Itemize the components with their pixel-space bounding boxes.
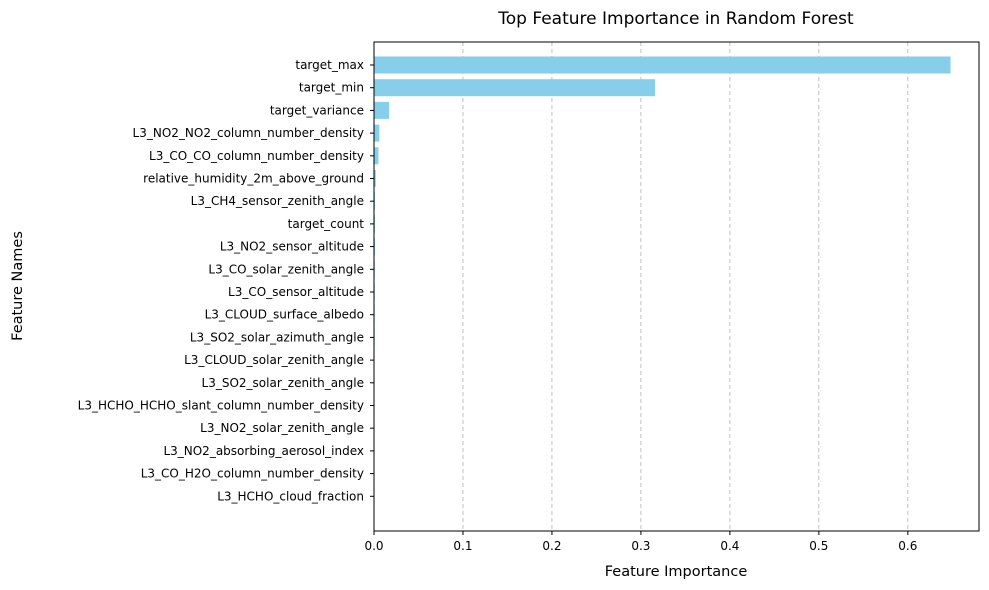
y-tick-label: L3_NO2_solar_zenith_angle [200,421,364,435]
y-tick-label: target_variance [270,103,364,117]
x-tick-label: 0.0 [364,539,383,553]
y-tick-label: L3_CLOUD_surface_albedo [205,308,364,322]
y-tick-label: L3_HCHO_HCHO_slant_column_number_density [78,399,364,413]
bar [374,147,379,165]
y-tick-label: L3_CO_CO_column_number_density [149,149,364,163]
x-axis-ticks: 0.0 0.1 0.2 0.3 0.4 0.5 0.6 [364,531,917,553]
y-tick-label: L3_SO2_solar_zenith_angle [202,376,364,390]
x-tick-label: 0.5 [809,539,828,553]
y-axis-ticks: target_max target_min target_variance L3_NO… [78,58,374,503]
y-tick-label: L3_CH4_sensor_zenith_angle [191,194,364,208]
bar [374,170,376,187]
x-tick-label: 0.4 [720,539,739,553]
plot-frame [373,41,980,532]
bar [374,56,951,74]
bars [374,56,951,505]
chart-title: Top Feature Importance in Random Forest [497,9,854,29]
y-tick-label: target_max [295,58,364,72]
y-tick-label: L3_NO2_absorbing_aerosol_index [163,444,364,458]
bar [374,124,380,142]
y-axis-label: Feature Names [10,231,26,341]
x-tick-label: 0.6 [898,539,917,553]
bar [374,101,390,119]
y-tick-label: L3_NO2_sensor_altitude [220,240,364,254]
y-tick-label: L3_SO2_solar_azimuth_angle [190,330,364,344]
y-tick-label: relative_humidity_2m_above_ground [143,172,364,186]
y-tick-label: L3_CO_solar_zenith_angle [208,262,364,276]
y-tick-label: L3_CO_sensor_altitude [228,285,364,299]
x-tick-label: 0.3 [631,539,650,553]
y-tick-label: L3_NO2_NO2_column_number_density [133,126,364,140]
x-tick-label: 0.1 [453,539,472,553]
x-tick-label: 0.2 [542,539,561,553]
y-tick-label: L3_CO_H2O_column_number_density [141,467,364,481]
bar [374,79,656,97]
y-tick-label: L3_CLOUD_solar_zenith_angle [184,353,364,367]
y-tick-label: L3_HCHO_cloud_fraction [217,489,364,503]
gridlines [462,42,909,531]
x-axis-label: Feature Importance [605,564,748,580]
y-tick-label: target_min [299,81,364,95]
y-tick-label: target_count [288,217,365,231]
